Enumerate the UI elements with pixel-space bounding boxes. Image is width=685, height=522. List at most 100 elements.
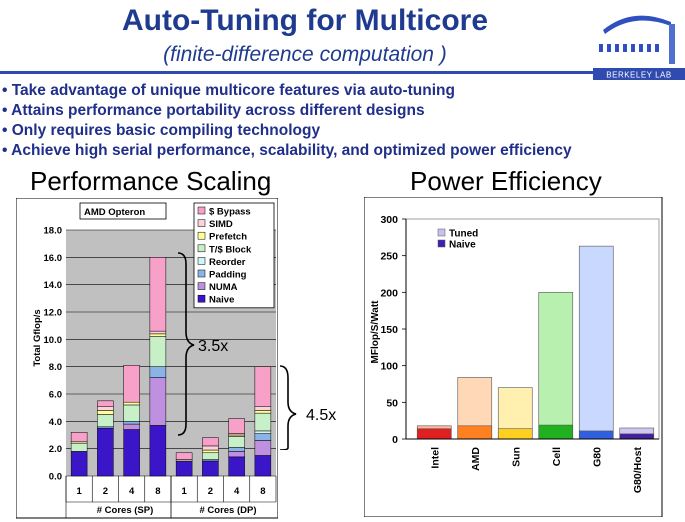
annotation-4-5x: 4.5x — [306, 407, 336, 424]
brace-dp — [279, 365, 297, 450]
legend-box — [193, 202, 275, 309]
legend-swatch — [437, 228, 446, 237]
bar-naive — [416, 428, 452, 440]
bar-segment — [149, 377, 167, 426]
y-tick-label: 2.0 — [49, 444, 62, 455]
bar-segment — [149, 330, 167, 335]
bar-segment — [149, 425, 167, 477]
y-tick-label: 16.0 — [44, 253, 63, 264]
legend-label: Tuned — [449, 229, 478, 240]
bar-segment — [123, 365, 140, 403]
bar-segment — [149, 333, 167, 337]
x-tick-label: 8 — [155, 486, 160, 497]
bar-tuned — [538, 292, 574, 440]
bar-segment — [70, 451, 88, 477]
bar-segment — [97, 406, 114, 411]
bar-naive — [619, 433, 655, 440]
legend-swatch — [197, 206, 206, 215]
legend-label: Naive — [449, 240, 476, 251]
chart-frame — [16, 198, 278, 519]
bar-segment — [149, 366, 167, 378]
legend-swatch — [197, 219, 206, 227]
y-tick-label: 100 — [380, 361, 398, 373]
x-tick-label: AMD — [470, 447, 482, 471]
x-tick-label: 2 — [208, 486, 213, 497]
legend-label: NUMA — [209, 282, 238, 293]
y-tick-label: 4.0 — [49, 417, 62, 428]
x-tick-label: 1 — [76, 486, 82, 497]
berkeley-lab-logo: BERKELEY LAB — [593, 8, 685, 80]
bar-segment — [254, 455, 272, 477]
bullet-item: Attains performance portability across d… — [2, 101, 572, 121]
group-label-dp: # Cores (DP) — [199, 505, 256, 516]
slide-subtitle: (finite-difference computation ) — [163, 43, 447, 66]
berkeley-lab-logo-graphic: BERKELEY LAB — [593, 15, 685, 80]
legend-label: Prefetch — [209, 232, 247, 243]
legend-label: SIMD — [209, 219, 233, 230]
x-tick-label: 2 — [103, 486, 108, 497]
annotation-3-5x: 3.5x — [198, 338, 228, 355]
legend-label: $ Bypass — [209, 207, 251, 218]
x-tick-label: G80 — [591, 447, 603, 467]
y-tick-label: 300 — [380, 214, 398, 226]
y-tick-label: 18.0 — [44, 226, 63, 237]
x-tick-label: 4 — [129, 486, 135, 497]
legend-swatch — [197, 269, 206, 278]
bar-segment — [202, 449, 219, 454]
y-tick-label: 0.0 — [49, 472, 62, 483]
bar-segment — [123, 423, 140, 430]
bullet-item: Only requires basic compiling technology — [2, 121, 572, 141]
y-tick-label: 50 — [386, 397, 398, 409]
bar-segment — [149, 336, 167, 367]
bar-segment — [254, 366, 272, 407]
legend-label: Padding — [209, 270, 247, 281]
bar-segment — [202, 452, 219, 460]
bar-segment — [97, 427, 114, 477]
y-tick-label: 200 — [380, 287, 398, 299]
y-tick-label: 8.0 — [49, 362, 62, 373]
legend-swatch — [437, 239, 446, 248]
logo-text: BERKELEY LAB — [606, 71, 671, 80]
bar-naive — [538, 424, 574, 440]
x-tick-label: G80/Host — [632, 447, 644, 494]
bar-segment — [228, 456, 245, 477]
bar-naive — [457, 425, 493, 440]
x-tick-label: 8 — [260, 486, 265, 497]
y-tick-label: 10.0 — [44, 335, 63, 346]
bar-segment — [70, 442, 88, 452]
bar-segment — [228, 418, 245, 434]
bar-segment — [123, 421, 140, 425]
bar-segment — [97, 414, 114, 428]
y-tick-label: 6.0 — [49, 390, 62, 401]
slide-title: Auto-Tuning for Multicore — [121, 4, 489, 37]
y-tick-label: 12.0 — [44, 308, 63, 319]
x-tick-label: Sun — [510, 447, 522, 467]
legend-label: Reorder — [209, 257, 246, 268]
performance-scaling-chart: 0.0 2.0 4.0 6.0 8.0 10.0 12.0 14.0 16.0 18.0 1 2 4 8… — [16, 198, 278, 519]
bar-segment — [70, 432, 88, 443]
x-tick-label: 1 — [181, 486, 187, 497]
legend-swatch — [197, 294, 206, 303]
y-tick-label: 250 — [380, 251, 398, 263]
legend-swatch — [197, 257, 206, 265]
x-tick-label: Intel — [429, 447, 441, 469]
power-efficiency-title: Power Efficiency — [410, 166, 602, 196]
bullet-list: Take advantage of unique multicore featu… — [2, 81, 572, 161]
x-tick-label: 4 — [234, 486, 240, 497]
brace-sp — [177, 252, 195, 436]
bar-segment — [202, 437, 219, 447]
legend-label: T/$ Block — [209, 244, 252, 255]
bar-segment — [123, 404, 140, 422]
bar-segment — [175, 460, 193, 477]
y-axis-label: MFlop/S/Watt — [370, 300, 381, 364]
power-efficiency-chart: 0 50 100 150 200 250 300 Intel AMD Sun Cell G80 G80… — [364, 197, 663, 517]
y-tick-label: 150 — [380, 324, 398, 336]
title-rule — [0, 71, 595, 74]
legend-swatch — [197, 282, 206, 290]
y-axis-label: Total Gflop/s — [32, 309, 43, 366]
y-tick-label: 0 — [392, 434, 398, 446]
legend-label: Naive — [209, 295, 234, 306]
series-label: AMD Opteron — [84, 207, 145, 218]
bar-segment — [202, 460, 219, 477]
legend-swatch — [197, 244, 206, 253]
